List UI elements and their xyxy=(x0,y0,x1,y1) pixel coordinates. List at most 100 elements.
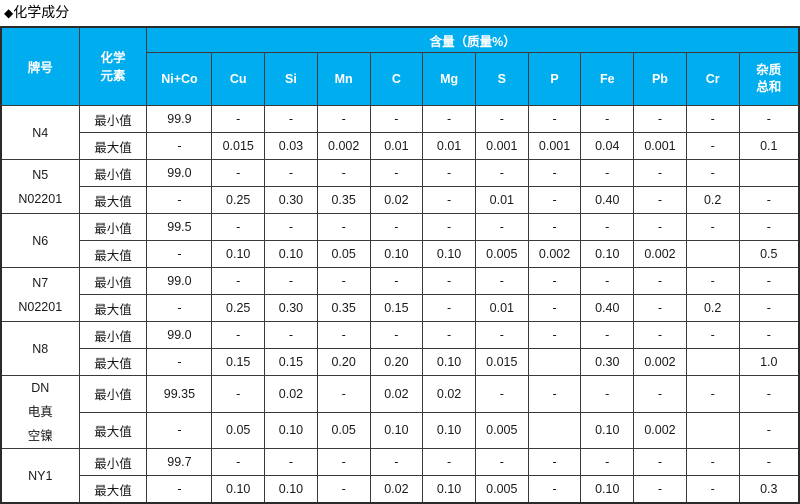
cell-value-min: - xyxy=(474,448,529,476)
cell-value-max: - xyxy=(527,475,582,504)
cell-value-max: - xyxy=(146,132,213,160)
table-row: N6 最小值 99.5- - - - - - - - - - - xyxy=(0,213,800,268)
cell-value-min: - xyxy=(580,321,635,349)
cell-value-min: - xyxy=(580,448,635,476)
table-row: 最大值 -0.15 0.15 0.20 0.20 0.10 0.015 0.30 0.002 1.… xyxy=(1,348,800,376)
cell-value-max: 0.02 xyxy=(369,475,424,504)
cell-value-max: 0.10 xyxy=(369,240,424,268)
header-impurity-line2: 总和 xyxy=(756,80,782,94)
cell-value-min: 99.9 xyxy=(146,105,213,133)
table-body: N4 最小值 99.9- - - - - - - - - - - 最大值 -0.015 0.03 0.002 0.… xyxy=(0,105,800,504)
cell-value-min: - xyxy=(369,321,424,349)
cell-value-max: 0.01 xyxy=(422,132,476,160)
cell-value-min: - xyxy=(685,213,740,241)
cell-value-max: 0.10 xyxy=(422,475,476,504)
cell-value-max: 0.10 xyxy=(264,411,318,449)
cell-value-min: - xyxy=(211,375,266,413)
cell-value-max: - xyxy=(685,475,740,504)
cell-min-label: 最小值 xyxy=(78,267,148,295)
cell-max-label: 最大值 xyxy=(78,294,148,322)
cell-value-max: 0.3 xyxy=(738,475,800,504)
cell-value-min: - xyxy=(422,267,476,295)
cell-value-max: - xyxy=(146,348,213,376)
cell-value-min xyxy=(738,159,800,187)
cell-value-min: - xyxy=(369,105,424,133)
cell-value-min: - xyxy=(738,375,800,413)
cell-value-min: - xyxy=(369,213,424,241)
cell-value-max xyxy=(685,348,740,376)
cell-value-max: - xyxy=(633,475,687,504)
cell-value-max xyxy=(685,411,740,449)
header-col-mg: Mg xyxy=(422,52,476,106)
table-row: 最大值 -0.05 0.10 0.05 0.10 0.10 0.005 0.10 0.002- xyxy=(1,411,800,449)
cell-value-min: - xyxy=(580,105,635,133)
cell-value-min: - xyxy=(633,213,687,241)
cell-value-max: - xyxy=(146,186,213,214)
header-col-impurity-total: 杂质 总和 xyxy=(738,52,800,106)
cell-value-min: 0.02 xyxy=(422,375,476,413)
cell-value-min: 0.02 xyxy=(369,375,424,413)
cell-value-max: 0.02 xyxy=(369,186,424,214)
cell-value-max: 0.5 xyxy=(738,240,800,268)
header-chemical-element-line2: 元素 xyxy=(100,68,126,83)
cell-min-label: 最小值 xyxy=(78,213,148,241)
cell-value-min: 99.0 xyxy=(146,267,213,295)
cell-value-min: - xyxy=(474,105,529,133)
header-col-si: Si xyxy=(264,52,318,106)
cell-value-max: 0.002 xyxy=(633,411,687,449)
cell-value-max: 0.15 xyxy=(211,348,266,376)
cell-min-label: 最小值 xyxy=(78,159,148,187)
cell-value-min: - xyxy=(211,105,266,133)
cell-value-max: 0.001 xyxy=(527,132,582,160)
cell-value-max: 0.2 xyxy=(685,294,740,322)
cell-brand: N6 xyxy=(0,213,80,268)
header-col-fe: Fe xyxy=(580,52,635,106)
cell-value-min: - xyxy=(633,448,687,476)
cell-value-max: 0.1 xyxy=(738,132,800,160)
cell-value-min: 0.02 xyxy=(264,375,318,413)
cell-value-min: - xyxy=(316,105,371,133)
table-row: 最大值 -0.015 0.03 0.002 0.01 0.01 0.001 0.001 0.04… xyxy=(1,132,800,160)
header-col-c: C xyxy=(369,52,424,106)
cell-value-max: 0.25 xyxy=(211,294,266,322)
cell-value-min: - xyxy=(685,321,740,349)
cell-value-max: 0.2 xyxy=(685,186,740,214)
cell-value-min: - xyxy=(580,159,635,187)
brand-line: N02201 xyxy=(18,191,63,206)
cell-value-min: - xyxy=(316,321,371,349)
cell-value-max: - xyxy=(527,186,582,214)
cell-value-min: - xyxy=(316,267,371,295)
cell-value-max: - xyxy=(316,475,371,504)
cell-value-max: 0.35 xyxy=(316,186,371,214)
cell-value-min: - xyxy=(264,213,318,241)
cell-value-max: 0.10 xyxy=(580,475,635,504)
cell-value-min: - xyxy=(264,105,318,133)
cell-value-min: 99.5 xyxy=(146,213,213,241)
cell-max-label: 最大值 xyxy=(78,240,148,268)
cell-value-min: 99.7 xyxy=(146,448,213,476)
table-row: 最大值 -0.10 0.10-0.02 0.10 0.005-0.10- -0.3 xyxy=(1,475,800,504)
cell-brand: DN 电真 空镍 xyxy=(0,375,80,449)
cell-value-min: - xyxy=(527,321,582,349)
cell-value-min: - xyxy=(211,159,266,187)
cell-value-max: 0.20 xyxy=(316,348,371,376)
cell-brand: N8 xyxy=(0,321,80,376)
header-col-p: P xyxy=(527,52,582,106)
cell-value-min: - xyxy=(527,159,582,187)
page-title-text: 化学成分 xyxy=(13,4,70,20)
cell-value-min: - xyxy=(580,213,635,241)
cell-brand: N7 N02201 xyxy=(0,267,80,322)
cell-value-max: - xyxy=(146,475,213,504)
cell-value-max: 0.25 xyxy=(211,186,266,214)
header-content-group: 含量（质量%） xyxy=(146,26,800,53)
cell-value-max: - xyxy=(633,294,687,322)
cell-value-min: - xyxy=(685,375,740,413)
cell-value-max: - xyxy=(633,186,687,214)
cell-value-min: - xyxy=(316,448,371,476)
cell-value-min: - xyxy=(316,375,371,413)
cell-value-min: - xyxy=(633,105,687,133)
cell-value-max: 0.30 xyxy=(264,186,318,214)
cell-value-max: 0.10 xyxy=(369,411,424,449)
cell-value-max: - xyxy=(738,186,800,214)
